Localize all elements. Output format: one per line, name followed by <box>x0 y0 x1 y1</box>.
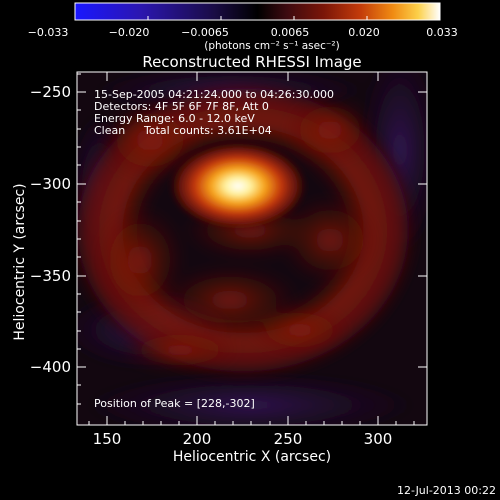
time-range-label: 15-Sep-2005 04:21:24.000 to 04:26:30.000 <box>94 88 334 101</box>
colorbar-tick-label: 0.0065 <box>271 26 310 39</box>
hxr-source-core <box>168 141 308 231</box>
colorbar-tick-label: −0.033 <box>28 26 69 39</box>
y-tick-label: −250 <box>30 83 71 101</box>
annotation-block: 15-Sep-2005 04:21:24.000 to 04:26:30.000… <box>94 88 334 137</box>
y-axis-label: Heliocentric Y (arcsec) <box>12 183 28 340</box>
plot-frame <box>76 71 428 426</box>
colorbar-gradient <box>75 3 440 20</box>
colorbar-tick-label: 0.033 <box>426 26 458 39</box>
timestamp: 12-Jul-2013 00:22 <box>397 484 496 497</box>
colorbar-frame <box>74 2 441 21</box>
colorbar-tick-label: −0.020 <box>109 26 150 39</box>
plot-title: Reconstructed RHESSI Image <box>142 53 361 71</box>
y-axis <box>77 73 427 405</box>
colorbar-ticks <box>74 16 441 20</box>
total-counts-label: Total counts: 3.61E+04 <box>143 124 272 137</box>
colorbar-tick-label: 0.020 <box>348 26 380 39</box>
peak-position-label: Position of Peak = [228,-302] <box>94 397 255 410</box>
x-tick-label: 150 <box>93 430 122 448</box>
x-tick-label: 250 <box>274 430 303 448</box>
colorbar-units: (photons cm⁻² s⁻¹ asec⁻²) <box>204 40 339 52</box>
detectors-label: Detectors: 4F 5F 6F 7F 8F, Att 0 <box>94 100 269 113</box>
y-tick-label: −400 <box>30 358 71 376</box>
y-tick-label: −300 <box>30 175 71 193</box>
y-tick-label: −350 <box>30 267 71 285</box>
x-tick-label: 200 <box>183 430 212 448</box>
x-axis <box>88 72 415 425</box>
x-tick-label: 300 <box>364 430 393 448</box>
x-axis-label: Heliocentric X (arcsec) <box>173 449 331 465</box>
energy-range-label: Energy Range: 6.0 - 12.0 keV <box>94 112 255 125</box>
clean-label: Clean <box>94 124 125 137</box>
colorbar: −0.033 −0.020 −0.0065 0.0065 0.020 0.033… <box>28 2 458 52</box>
rhessi-image <box>77 72 427 425</box>
colorbar-tick-label: −0.0065 <box>181 26 229 39</box>
